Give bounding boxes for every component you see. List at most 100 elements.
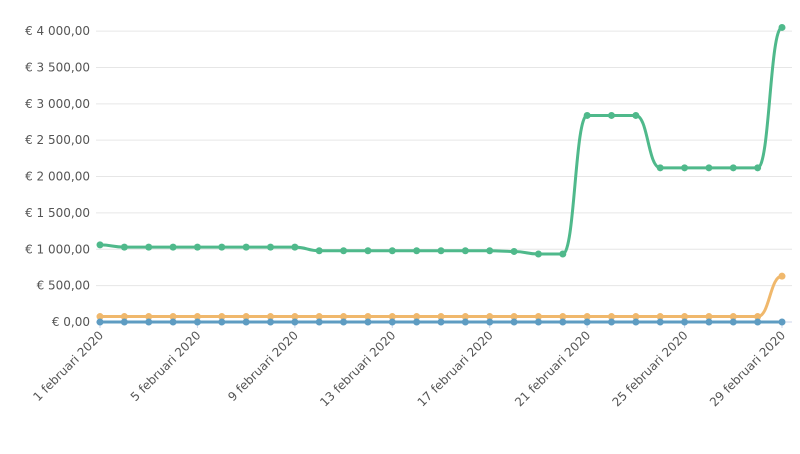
data-point	[340, 247, 348, 255]
data-point	[461, 247, 469, 255]
data-point	[145, 313, 153, 321]
data-point	[267, 318, 274, 326]
data-point	[218, 243, 226, 251]
data-point	[193, 313, 201, 321]
data-point	[340, 313, 348, 321]
data-point	[778, 23, 786, 31]
data-point	[242, 313, 250, 321]
data-point	[681, 164, 689, 172]
data-point	[656, 313, 664, 321]
y-tick-label: € 2 000,00	[25, 170, 90, 184]
series-line	[99, 25, 784, 256]
data-point	[632, 313, 640, 321]
data-point	[729, 318, 737, 326]
data-point	[315, 313, 323, 321]
data-point	[145, 318, 153, 326]
data-point	[96, 313, 104, 321]
data-point	[120, 313, 128, 321]
y-tick-label: € 3 500,00	[25, 60, 90, 74]
data-point	[193, 318, 201, 326]
y-tick-label: € 1 500,00	[25, 206, 90, 220]
data-point	[559, 250, 567, 258]
x-tick-label: 25 februari 2020	[609, 328, 690, 409]
data-point	[388, 247, 396, 255]
data-point	[608, 111, 615, 119]
data-point	[729, 313, 737, 321]
data-point	[534, 313, 542, 321]
data-point	[632, 318, 640, 326]
data-point	[510, 313, 518, 321]
data-point	[510, 318, 518, 326]
y-tick-label: € 2 500,00	[25, 133, 90, 147]
y-tick-label: € 3 000,00	[25, 97, 90, 111]
data-point	[145, 243, 153, 251]
data-point	[778, 272, 786, 280]
data-point	[120, 243, 128, 251]
data-point	[729, 164, 737, 172]
data-point	[437, 313, 445, 321]
data-point	[364, 313, 372, 321]
data-point	[486, 318, 494, 326]
data-point	[413, 313, 421, 321]
data-point	[608, 318, 615, 326]
data-point	[364, 247, 372, 255]
data-point	[388, 313, 396, 321]
x-tick-label: 21 februari 2020	[512, 328, 593, 409]
data-point	[437, 318, 445, 326]
data-point	[218, 318, 226, 326]
data-point	[169, 243, 177, 251]
data-point	[559, 318, 567, 326]
data-point	[120, 318, 128, 326]
data-point	[218, 313, 226, 321]
x-tick-label: 1 februari 2020	[30, 328, 106, 404]
data-point	[681, 313, 689, 321]
data-point	[340, 318, 348, 326]
data-point	[388, 318, 396, 326]
series-line	[99, 274, 783, 319]
data-point	[291, 318, 299, 326]
data-point	[705, 164, 713, 172]
data-point	[534, 250, 542, 258]
data-point	[242, 318, 250, 326]
data-point	[267, 313, 274, 321]
data-point	[656, 318, 664, 326]
data-point	[656, 164, 664, 172]
data-point	[778, 318, 786, 326]
data-point	[413, 318, 421, 326]
data-point	[608, 313, 615, 321]
data-point	[96, 241, 104, 249]
y-tick-label: € 4 000,00	[25, 24, 90, 38]
data-point	[193, 243, 201, 251]
y-tick-label: € 1 000,00	[25, 242, 90, 256]
data-point	[632, 111, 640, 119]
data-point	[583, 313, 591, 321]
x-tick-label: 13 februari 2020	[317, 328, 398, 409]
data-point	[413, 247, 421, 255]
y-tick-label: € 500,00	[37, 279, 90, 293]
data-point	[486, 247, 494, 255]
data-point	[291, 243, 299, 251]
data-point	[169, 318, 177, 326]
data-point	[461, 318, 469, 326]
x-tick-label: 5 februari 2020	[128, 328, 204, 404]
data-point	[242, 243, 250, 251]
data-point	[559, 313, 567, 321]
data-point	[534, 318, 542, 326]
data-point	[267, 243, 274, 251]
data-point	[364, 318, 372, 326]
data-point	[461, 313, 469, 321]
data-point	[583, 111, 591, 119]
x-tick-label: 9 februari 2020	[225, 328, 301, 404]
data-point	[754, 164, 762, 172]
data-point	[583, 318, 591, 326]
data-point	[681, 318, 689, 326]
data-point	[169, 313, 177, 321]
data-point	[291, 313, 299, 321]
data-point	[315, 318, 323, 326]
y-tick-label: € 0,00	[52, 315, 90, 329]
data-point	[705, 313, 713, 321]
data-point	[754, 313, 762, 321]
x-tick-label: 29 februari 2020	[707, 328, 788, 409]
data-point	[705, 318, 713, 326]
